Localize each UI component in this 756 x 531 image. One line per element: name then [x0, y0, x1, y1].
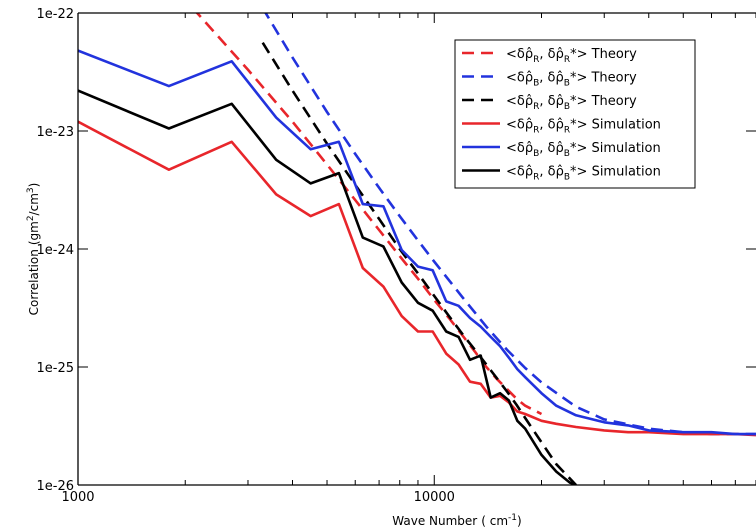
y-tick-label: 1e-22 — [36, 7, 74, 22]
x-axis-unit-close: ) — [517, 514, 522, 528]
x-axis-label-text: Wave Number — [392, 514, 477, 528]
y-axis-label: Correlation (gm2/cm3) — [26, 183, 41, 316]
x-axis-unit: ( cm — [481, 514, 508, 528]
y-axis-label-text: Correlation — [27, 249, 41, 315]
legend-label-2: <δρ̂B, δρ̂B*> Theory — [506, 71, 637, 89]
series-line-3 — [261, 42, 577, 485]
legend-label-3: <δρ̂R, δρ̂B*> Theory — [506, 94, 637, 112]
legend-label-1: <δρ̂R, δρ̂R*> Theory — [506, 47, 637, 65]
legend-box — [454, 39, 696, 189]
x-tick-label: 10000 — [414, 490, 455, 505]
legend-label-6: <δρ̂R, δρ̂B*> Simulation — [506, 165, 661, 183]
y-tick-label: 1e-24 — [36, 243, 74, 258]
series-layer — [78, 13, 756, 485]
y-axis-unit-open: (gm — [27, 221, 41, 245]
legend: <δρ̂R, δρ̂R*> Theory <δρ̂B, δρ̂B*> Theory… — [454, 39, 696, 189]
series-line-2 — [264, 13, 756, 436]
series-line-5 — [78, 49, 756, 436]
legend-label-4: <δρ̂R, δρ̂R*> Simulation — [506, 118, 661, 136]
x-axis-label: Wave Number ( cm-1) — [392, 513, 521, 528]
x-tick-label: 1000 — [61, 490, 94, 505]
y-axis-unit-mid: /cm — [27, 193, 41, 215]
y-axis-unit-sup2: 3 — [26, 187, 36, 193]
axis-ticks — [77, 12, 756, 486]
y-axis-unit-sup1: 2 — [26, 215, 36, 221]
y-tick-label: 1e-26 — [36, 479, 74, 494]
y-tick-label: 1e-25 — [36, 361, 74, 376]
x-axis-unit-sup: -1 — [508, 513, 517, 523]
series-line-4 — [78, 120, 756, 437]
y-tick-label: 1e-23 — [36, 125, 74, 140]
series-line-6 — [78, 89, 577, 485]
series-line-1 — [195, 13, 543, 416]
y-axis-unit-close: ) — [27, 183, 41, 188]
legend-label-5: <δρ̂B, δρ̂B*> Simulation — [506, 141, 661, 159]
